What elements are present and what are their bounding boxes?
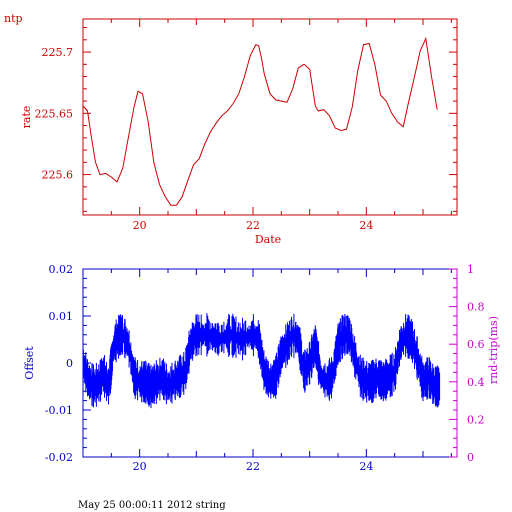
rate-x-tick-label: 22 [246, 219, 260, 232]
rnd-trip-axis: 1 0.8 0.6 0.4 0.2 0 [449, 263, 485, 464]
chart-title: ntp [4, 12, 23, 25]
rate-panel: ntp 20 22 24 225.6 225.65 225.7 rate Date [4, 12, 458, 246]
rnd-trip-tick-label: 0.4 [467, 376, 485, 389]
rate-plot-frame [82, 18, 458, 216]
offset-y-tick-label: 0.01 [49, 310, 74, 323]
rate-y-label: rate [20, 106, 33, 129]
rate-y-tick-label: 225.65 [35, 107, 74, 120]
offset-y-axis: 0.02 0.01 0 -0.01 -0.02 [45, 263, 91, 464]
rate-series-line [82, 36, 438, 206]
rnd-trip-tick-label: 0.2 [467, 413, 485, 426]
offset-x-tick-label: 20 [133, 460, 147, 473]
offset-plot-frame [82, 268, 458, 458]
offset-y-tick-label: 0.02 [49, 263, 74, 276]
offset-series-line [82, 334, 440, 389]
offset-x-tick-label: 22 [246, 460, 260, 473]
offset-y-tick-label: 0 [66, 357, 73, 370]
rnd-trip-tick-label: 0.8 [467, 301, 485, 314]
rate-x-label: Date [255, 233, 281, 246]
rate-y-tick-label: 225.7 [42, 46, 74, 59]
rate-x-axis: 20 22 24 [82, 19, 452, 232]
rnd-trip-tick-label: 0.6 [467, 338, 485, 351]
offset-x-tick-label: 24 [359, 460, 373, 473]
rate-y-axis: 225.6 225.65 225.7 [35, 27, 457, 212]
offset-y-tick-label: -0.02 [45, 451, 73, 464]
offset-series [82, 313, 441, 409]
offset-panel: 20 22 24 0.02 0.01 0 -0.01 -0.02 1 0.8 0.6 0.4 0.2… [23, 263, 500, 473]
offset-y-label: Offset [23, 346, 36, 380]
rnd-trip-y-label: rnd-trip(ms) [487, 316, 500, 384]
offset-y-tick-label: -0.01 [45, 404, 73, 417]
rnd-trip-tick-label: 1 [467, 263, 474, 276]
offset-x-axis: 20 22 24 [82, 269, 452, 473]
rate-y-tick-label: 225.6 [42, 169, 74, 182]
rate-x-tick-label: 24 [359, 219, 373, 232]
rnd-trip-tick-label: 0 [467, 451, 474, 464]
rate-x-tick-label: 20 [133, 219, 147, 232]
footer-timestamp: May 25 00:00:11 2012 string [78, 500, 226, 511]
offset-series-noise [82, 313, 441, 409]
